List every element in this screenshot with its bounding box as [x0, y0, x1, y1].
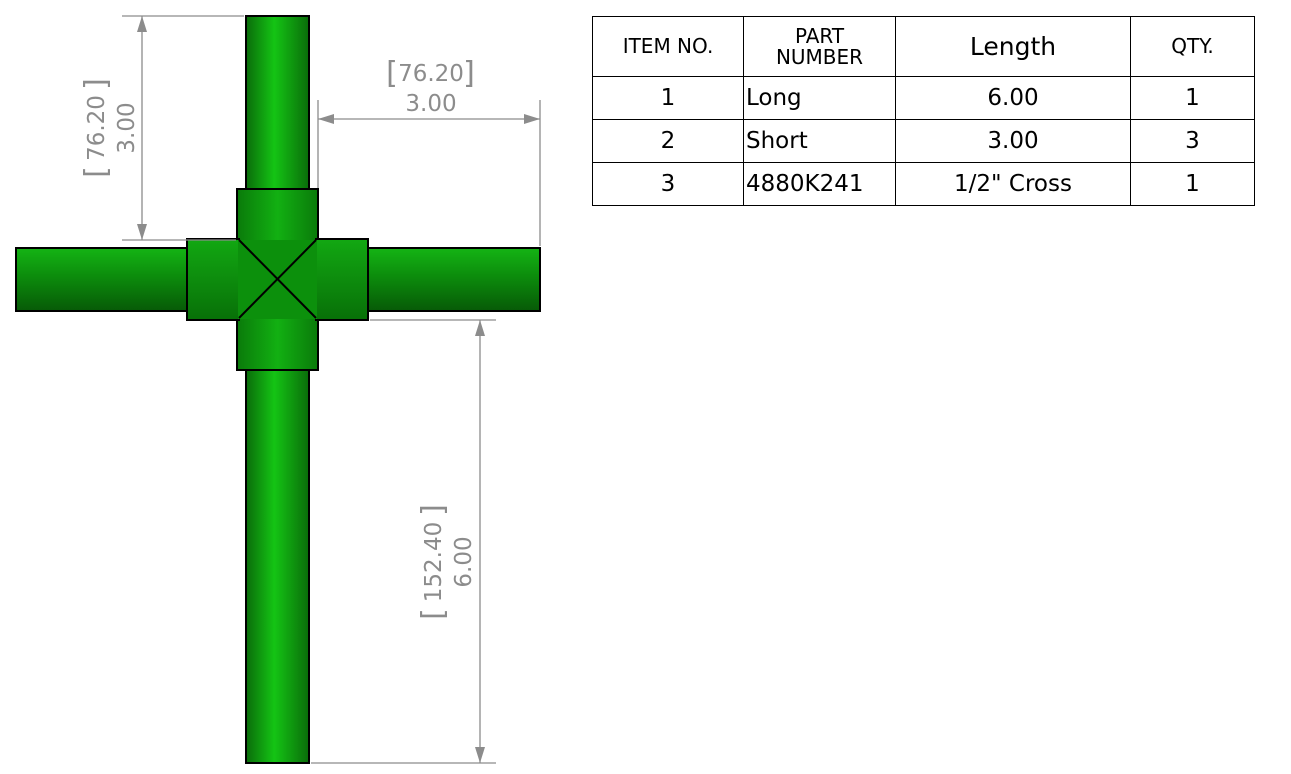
- bom-header-length: Length: [895, 16, 1131, 77]
- bom-cell-part: Short: [743, 119, 896, 163]
- bom-header-part-number-line1: PART: [794, 23, 845, 48]
- bom-cell-part: Long: [743, 76, 896, 120]
- bom-header-qty: QTY.: [1130, 16, 1255, 77]
- bom-cell-qty: 1: [1130, 76, 1255, 120]
- dimension-top-value: 3.00: [114, 102, 140, 153]
- dimension-right-bracket-open: [: [386, 56, 398, 91]
- table-row: 3 4880K241 1/2" Cross 1: [592, 162, 1255, 206]
- fitting-socket-right: [315, 238, 369, 321]
- dimension-right-value: 3.00: [405, 91, 456, 117]
- dimension-right-metric: 76.20: [398, 61, 464, 87]
- fitting-socket-left: [186, 238, 240, 321]
- pipe-short-top: [245, 15, 310, 191]
- pipe-short-left: [15, 247, 189, 312]
- bom-header-part-number: PART NUMBER: [743, 16, 896, 77]
- bom-header-item-no: ITEM NO.: [592, 16, 744, 77]
- cross-fitting: [186, 188, 369, 371]
- dimension-top: [122, 15, 244, 241]
- dimension-bottom-value: 6.00: [451, 536, 477, 587]
- fitting-socket-top: [236, 188, 319, 242]
- dimension-bottom-bracket-open: [: [416, 608, 451, 620]
- bom-cell-length: 6.00: [895, 76, 1131, 120]
- bom-cell-item: 3: [592, 162, 744, 206]
- bom-cell-part: 4880K241: [743, 162, 896, 206]
- bom-header-part-number-line2: NUMBER: [775, 44, 864, 69]
- fitting-socket-bottom: [236, 317, 319, 371]
- bom-cell-length: 3.00: [895, 119, 1131, 163]
- bom-cell-item: 2: [592, 119, 744, 163]
- bom-cell-qty: 3: [1130, 119, 1255, 163]
- dimension-right-bracket-close: ]: [463, 56, 475, 91]
- bill-of-materials-table: ITEM NO. PART NUMBER Length QTY. 1 Long …: [592, 16, 1255, 206]
- dimension-right: [317, 100, 541, 246]
- dimension-top-bracket-close: ]: [79, 78, 114, 90]
- dimension-top-bracket-open: [: [79, 166, 114, 178]
- dimension-bottom-metric: 152.40: [421, 522, 447, 602]
- table-row: 2 Short 3.00 3: [592, 119, 1255, 163]
- pipe-short-right: [366, 247, 541, 312]
- bom-cell-length: 1/2" Cross: [895, 162, 1131, 206]
- bom-cell-item: 1: [592, 76, 744, 120]
- bom-header-row: ITEM NO. PART NUMBER Length QTY.: [592, 16, 1255, 77]
- dimension-bottom: [311, 319, 496, 764]
- dimension-bottom-bracket-close: ]: [416, 504, 451, 516]
- table-row: 1 Long 6.00 1: [592, 76, 1255, 120]
- bom-cell-qty: 1: [1130, 162, 1255, 206]
- dimension-top-metric: 76.20: [84, 95, 110, 161]
- pipe-long-bottom: [245, 368, 310, 764]
